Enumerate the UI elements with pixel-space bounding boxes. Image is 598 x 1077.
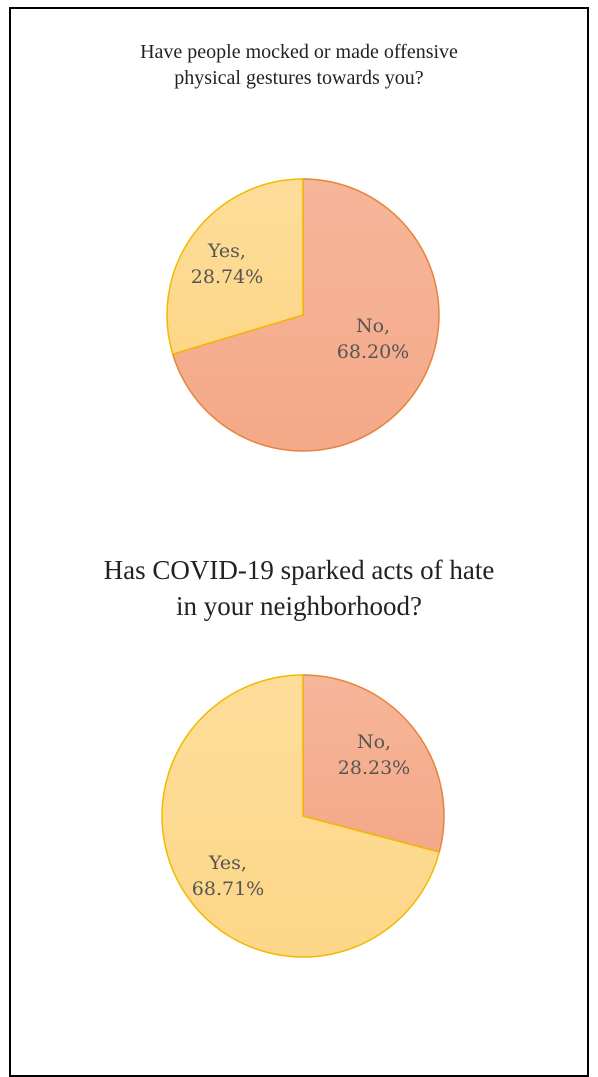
slice-value-yes: 68.71% <box>192 878 264 900</box>
chart-1-pie: No, 68.20% Yes, 28.74% <box>166 178 440 452</box>
chart-2-title: Has COVID-19 sparked acts of hate in you… <box>103 555 495 621</box>
pie-slice-no <box>171 178 440 452</box>
slice-value-no: 28.23% <box>338 757 410 779</box>
slice-label-no: No, <box>356 315 390 337</box>
chart-1-title: Have people mocked or made offensive phy… <box>140 41 458 89</box>
slice-value-no: 68.20% <box>337 341 409 363</box>
chart-2-pie: No, 28.23% Yes, 68.71% <box>161 674 445 958</box>
pie-slice-yes <box>161 674 441 958</box>
slice-label-yes: Yes, <box>208 852 247 874</box>
slice-label-yes: Yes, <box>207 240 246 262</box>
pie-slice-yes <box>166 178 304 356</box>
slice-value-yes: 28.74% <box>191 266 263 288</box>
pie-slice-no <box>302 674 445 854</box>
slice-label-no: No, <box>357 731 391 753</box>
